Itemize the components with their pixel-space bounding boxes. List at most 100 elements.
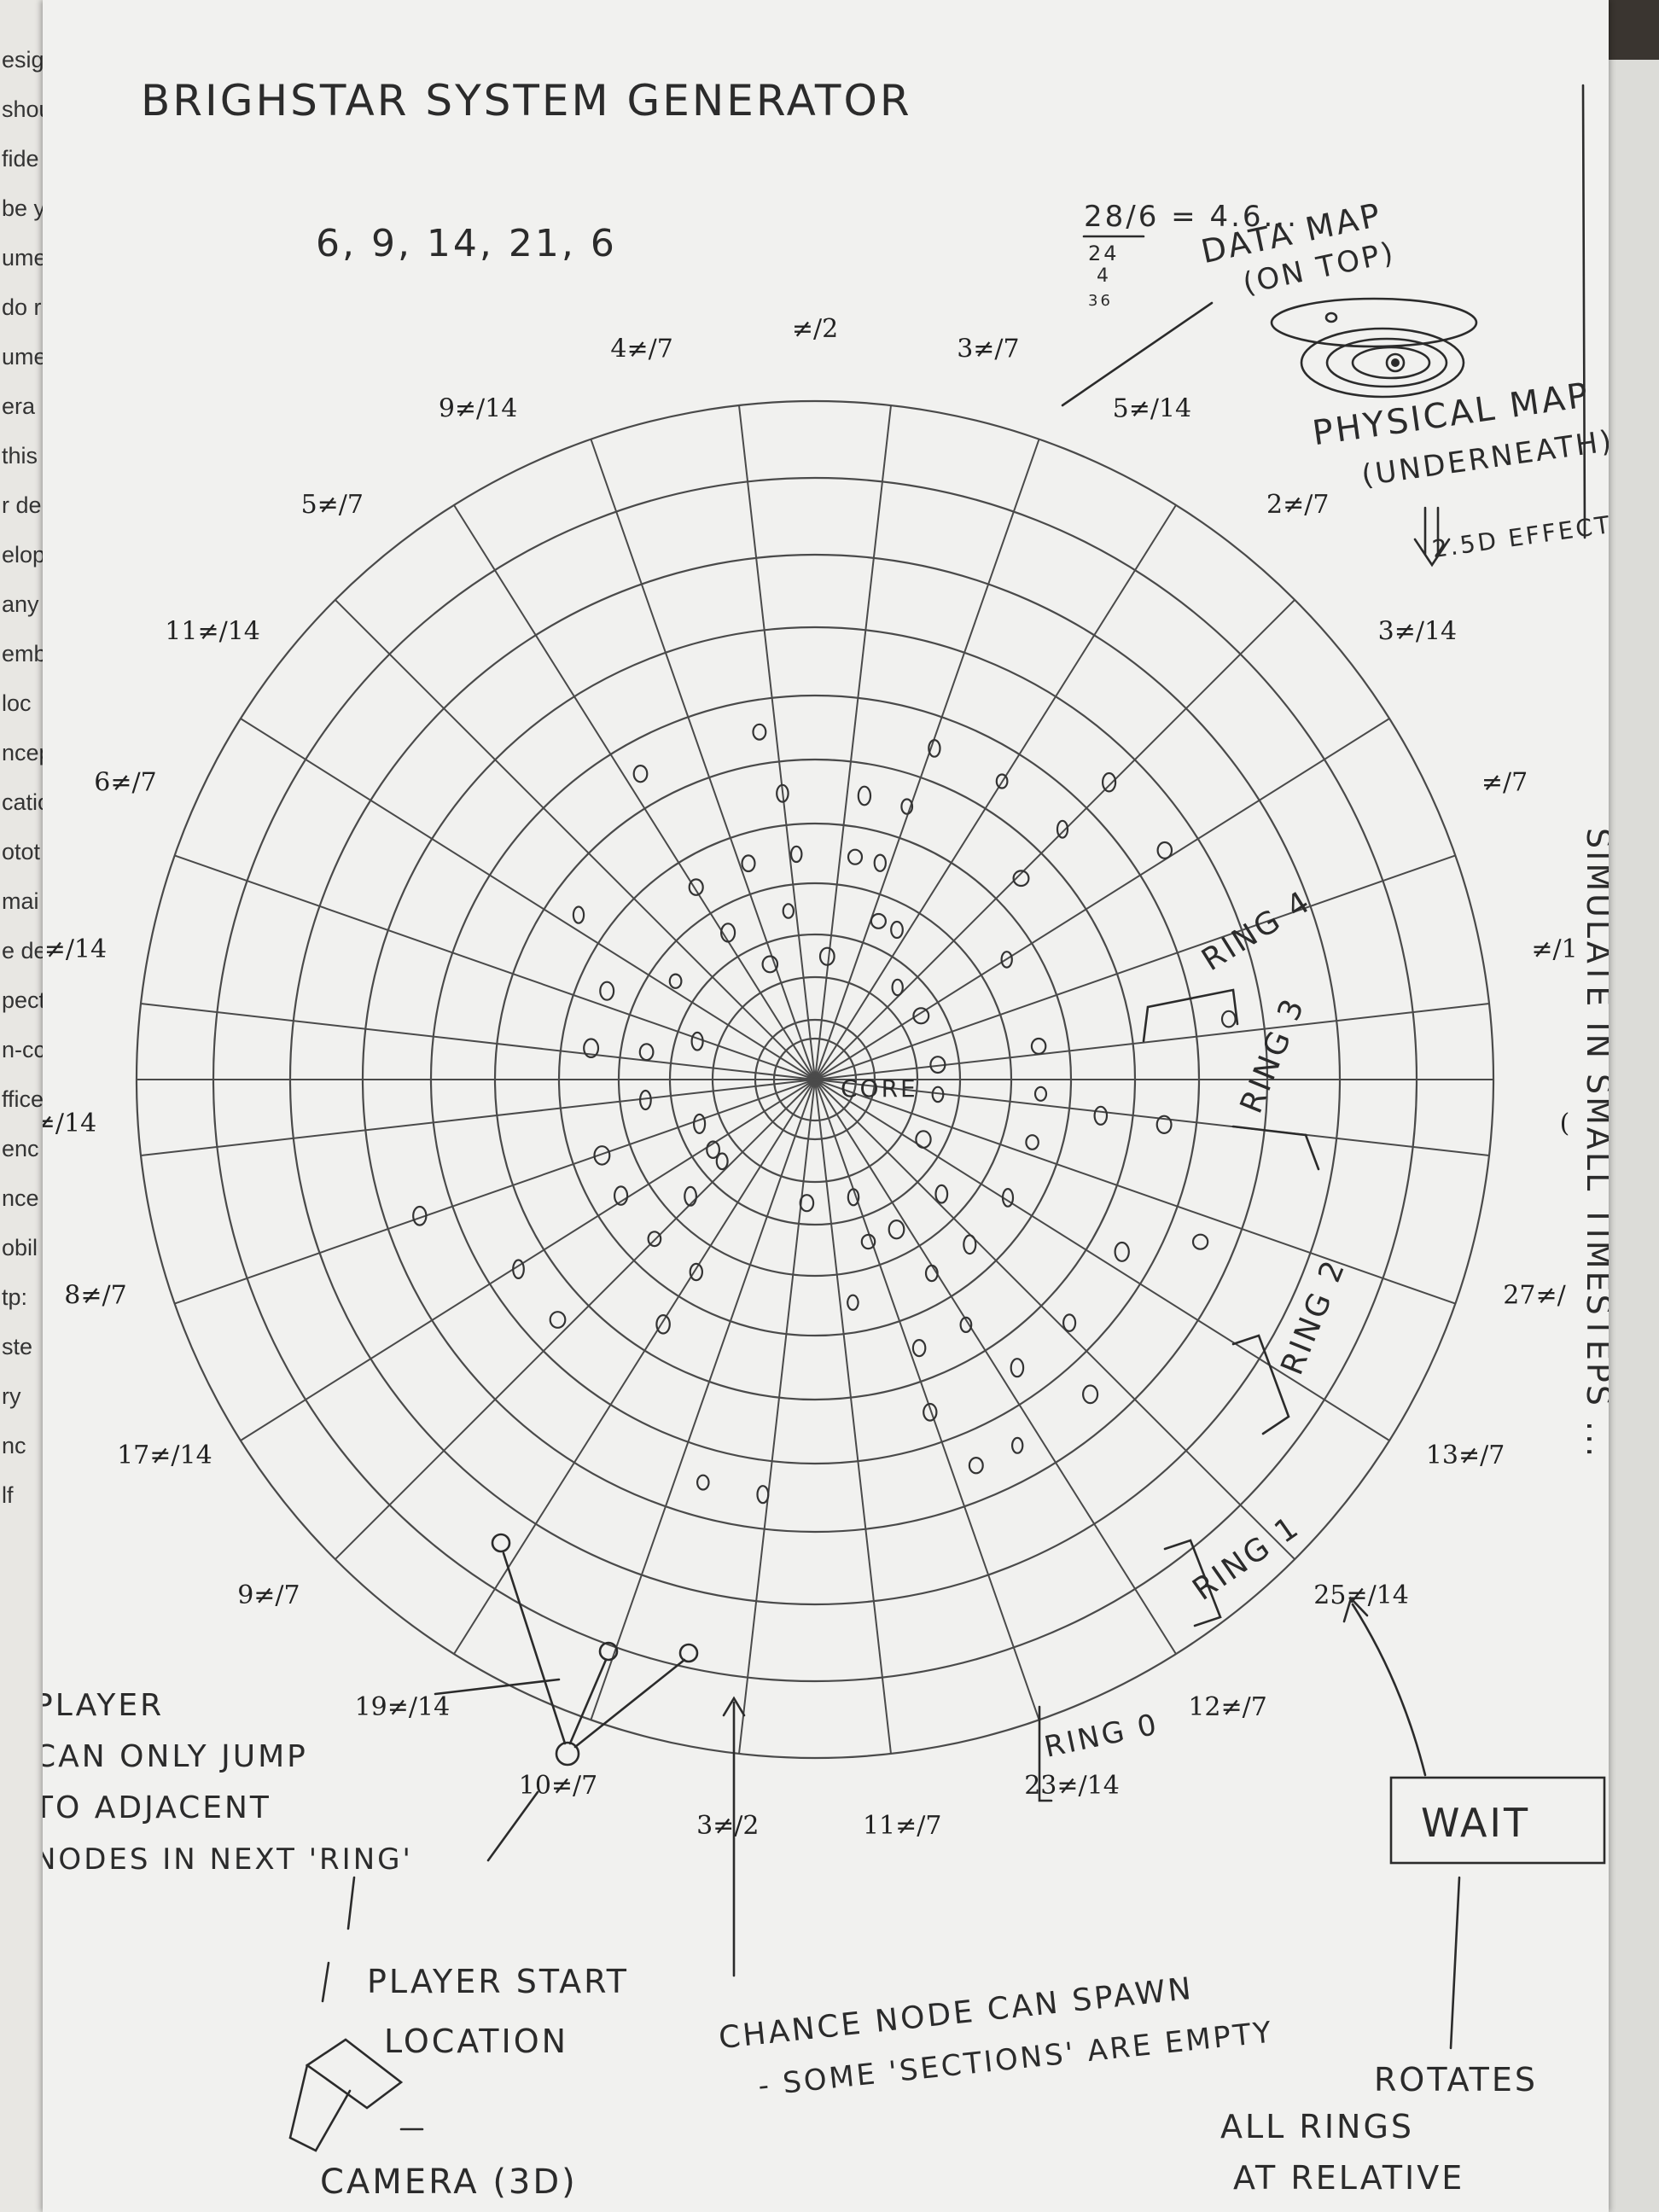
background-text-fragment: be y — [2, 195, 46, 221]
background-text-fragment: nce — [2, 1185, 39, 1211]
player-jump-line3: TO ADJACENT — [43, 1790, 271, 1825]
system-node — [1012, 870, 1030, 888]
rotates-pointer — [1449, 1876, 1461, 2050]
camera-label: CAMERA (3D) — [320, 2163, 578, 2202]
system-node — [912, 1007, 930, 1025]
section-spoke — [814, 1079, 1456, 1305]
physical-map-label-line3: 2.5D EFFECT — [1430, 510, 1609, 563]
system-node — [1000, 951, 1013, 969]
system-node — [891, 978, 904, 997]
player-start-tick — [346, 1876, 356, 1930]
section-spoke — [814, 854, 1456, 1080]
background-text-fragment: this — [2, 443, 38, 469]
section-spoke — [814, 1079, 1490, 1156]
ring-3-bracket — [1231, 1125, 1320, 1171]
ring-0-label: RING 0 — [1041, 1707, 1161, 1764]
system-node — [968, 1456, 984, 1475]
system-node — [1062, 1313, 1077, 1332]
ring-1-bracket — [1163, 1539, 1222, 1627]
system-node — [706, 1140, 720, 1159]
system-node — [412, 1205, 428, 1226]
segment-label: 27≠/ — [1503, 1280, 1566, 1310]
side-note: SIMULATE IN SMALL TIMESTEPS ... — [1580, 828, 1609, 1459]
section-spoke — [814, 1079, 1295, 1560]
segment-label: 11≠/14 — [165, 617, 260, 647]
sketch-paper: BRIGHSTAR SYSTEM GENERATOR 6, 9, 14, 21,… — [43, 0, 1609, 2212]
segment-label: ( — [1560, 1109, 1570, 1138]
segment-label: 12≠/7 — [1188, 1692, 1267, 1722]
background-text-fragment: era — [2, 393, 36, 419]
system-node — [647, 1231, 662, 1248]
system-node — [1220, 1010, 1237, 1028]
background-text-fragment: r de — [2, 492, 42, 518]
player-jump-line1: PLAYER — [43, 1688, 164, 1723]
segment-label: 8≠/7 — [64, 1280, 126, 1310]
system-node — [599, 981, 615, 1001]
section-spoke — [738, 1079, 816, 1755]
ring-2-bracket — [1231, 1334, 1290, 1435]
segment-label: ≠/7 — [1481, 767, 1528, 797]
system-node — [692, 1113, 707, 1135]
segment-label: 25≠/14 — [1313, 1580, 1409, 1610]
section-spoke — [814, 1079, 1040, 1720]
system-node — [1010, 1358, 1025, 1378]
system-node — [818, 946, 835, 966]
wait-pointer — [1351, 1603, 1427, 1777]
system-node — [1093, 1105, 1109, 1126]
system-node — [847, 848, 864, 865]
background-text-fragment: n-cc — [2, 1037, 46, 1062]
data-map-pointer — [1061, 301, 1214, 407]
player-jump-line4: NODES IN NEXT 'RING' — [43, 1842, 413, 1877]
camera-icon — [288, 2038, 424, 2152]
section-spoke — [240, 1079, 816, 1441]
system-node — [900, 798, 914, 815]
system-node — [847, 1188, 860, 1207]
segment-label: 6≠/7 — [94, 767, 156, 797]
system-node — [639, 1089, 652, 1111]
player-jump-sketch — [491, 1533, 699, 1767]
section-spoke — [738, 405, 816, 1080]
rotates-line1: ROTATES — [1374, 2061, 1538, 2098]
system-node — [789, 845, 803, 864]
background-text-fragment: ume — [2, 344, 47, 370]
section-spoke — [335, 599, 816, 1080]
system-node — [923, 1402, 938, 1422]
system-node — [857, 785, 872, 806]
system-node — [696, 1474, 710, 1491]
background-text-fragment: emb — [2, 641, 47, 667]
system-node — [924, 1264, 939, 1283]
system-node — [847, 1294, 859, 1312]
system-node — [756, 1485, 770, 1505]
ring-3-label: RING 3 — [1234, 992, 1313, 1119]
segment-angle-labels: ≠/2 3≠/7 5≠/14 2≠/7 3≠/14 ≠/7 ≠/1 (27≠/ 13≠/7 25≠… — [43, 314, 1578, 1841]
core-circle — [754, 1018, 876, 1141]
wait-label: WAIT — [1421, 1800, 1530, 1846]
segment-label: 19≠/14 — [355, 1692, 451, 1722]
system-node — [719, 923, 736, 943]
section-spoke — [240, 718, 816, 1080]
rotates-line3: AT RELATIVE — [1233, 2159, 1464, 2197]
background-text-fragment: do r — [2, 294, 42, 320]
system-node — [549, 1311, 567, 1329]
system-node — [1081, 1384, 1099, 1405]
segment-label: 10≠/7 — [519, 1771, 598, 1801]
background-text-fragment: tp: — [2, 1284, 28, 1310]
system-node — [888, 1219, 905, 1240]
diagram-title: BRIGHSTAR SYSTEM GENERATOR — [141, 76, 912, 125]
background-text-fragment: nc — [2, 1433, 26, 1458]
chance-node-group: CHANCE NODE CAN SPAWN - SOME 'SECTIONS' … — [717, 1971, 1275, 2104]
system-node — [593, 1145, 611, 1166]
system-node — [761, 955, 779, 974]
segment-label: 3≠/2 — [696, 1811, 759, 1841]
background-text-fragment: ry — [2, 1383, 21, 1409]
segment-label: ≠/14 — [43, 1109, 96, 1138]
section-spoke — [814, 405, 892, 1080]
section-spoke — [174, 854, 816, 1080]
system-node — [655, 1314, 671, 1335]
system-node — [1030, 1037, 1047, 1055]
system-node — [1033, 1086, 1048, 1102]
system-node — [911, 1338, 927, 1358]
section-spoke — [453, 1079, 816, 1655]
segment-label: 9≠/14 — [439, 394, 518, 424]
player-jump-line2: CAN ONLY JUMP — [43, 1739, 308, 1774]
